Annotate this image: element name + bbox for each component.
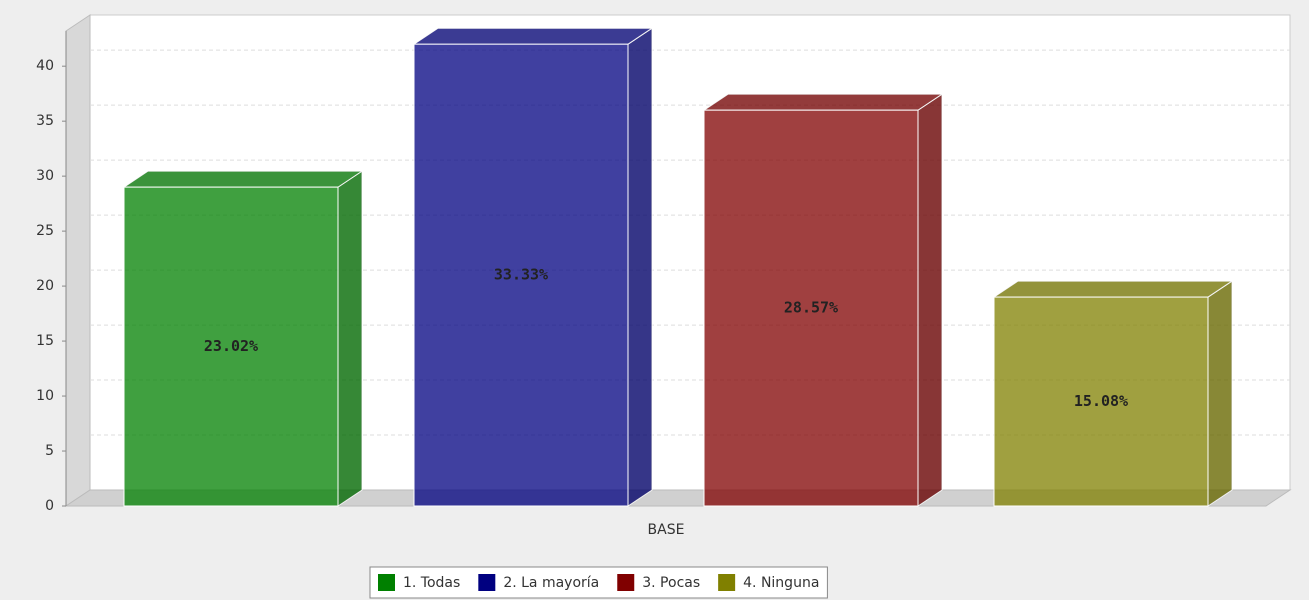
bar [413,43,629,507]
bar-top-shade [414,28,652,45]
legend-swatch [478,574,496,591]
y-tick-label: 5 [45,443,54,459]
value-label: 28.57% [784,299,838,317]
legend [369,566,828,599]
y-tick-label: 20 [36,278,54,294]
x-tick-label: BASE [648,522,685,538]
bar-top-shade [994,281,1232,298]
legend-label: 1. Todas [403,575,460,591]
bar-side-shade [918,94,942,507]
y-tick-label: 0 [45,498,54,514]
bar-side-shade [338,171,362,506]
legend-swatch [378,574,395,591]
left-wall [65,14,91,507]
legend-swatch [718,574,736,591]
legend-label: 2. La mayoría [503,575,599,591]
value-label: 15.08% [1074,392,1128,410]
bar [993,296,1209,507]
y-tick-label: 10 [36,388,54,404]
y-tick-label: 15 [36,333,54,349]
legend-label: 4. Ninguna [743,575,819,591]
bar [703,109,919,507]
legend-label: 3. Pocas [642,575,700,591]
bar-top-shade [704,94,942,111]
bar-side-shade [628,28,652,506]
y-tick-label: 30 [36,168,54,184]
legend-swatch [617,574,635,591]
bar [123,186,339,507]
y-tick-label: 35 [36,113,54,129]
bar-top-shade [124,171,362,188]
value-label: 23.02% [204,337,258,355]
y-tick-label: 25 [36,223,54,239]
bar-side-shade [1208,281,1232,506]
value-label: 33.33% [494,266,548,284]
y-tick-label: 40 [36,58,54,74]
